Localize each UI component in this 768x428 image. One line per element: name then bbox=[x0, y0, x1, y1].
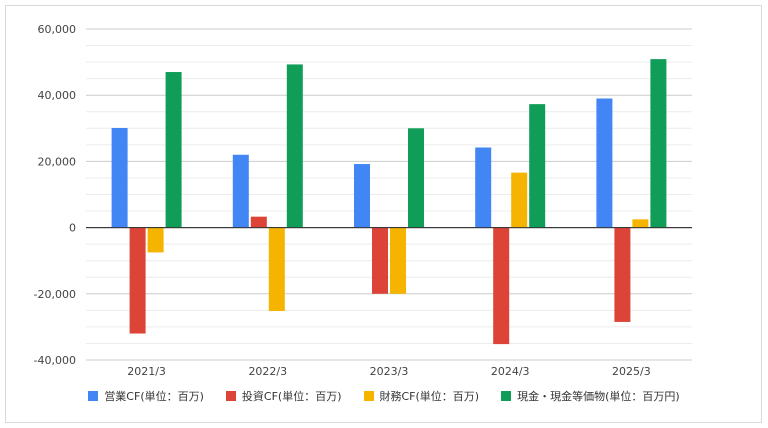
y-tick-label: -40,000 bbox=[34, 354, 76, 367]
legend-item-cash: 現金・現金等価物(単位：百万円) bbox=[501, 388, 680, 404]
x-tick-label: 2025/3 bbox=[612, 365, 651, 378]
bar-2021-3-series-1 bbox=[129, 227, 146, 334]
y-tick-label: 60,000 bbox=[38, 23, 77, 36]
legend-label-financing: 財務CF(単位：百万) bbox=[379, 390, 480, 403]
legend-swatch-operating bbox=[88, 391, 99, 401]
bar-2022-3-series-0 bbox=[232, 154, 249, 228]
bar-2025-3-series-3 bbox=[650, 59, 667, 228]
y-axis-ticks: 60,000 40,000 20,000 0 -20,000 -40,000 bbox=[34, 23, 76, 367]
bar-2024-3-series-0 bbox=[475, 147, 492, 228]
bar-2021-3-series-3 bbox=[165, 72, 182, 228]
legend-swatch-cash bbox=[501, 391, 512, 401]
bar-2023-3-series-0 bbox=[354, 164, 370, 228]
legend-item-operating: 営業CF(単位：百万) bbox=[88, 388, 204, 404]
y-tick-label: -20,000 bbox=[34, 288, 76, 301]
bar-2023-3-series-3 bbox=[408, 128, 424, 228]
legend-label-cash: 現金・現金等価物(単位：百万円) bbox=[517, 390, 680, 403]
y-tick-label: 40,000 bbox=[38, 89, 77, 102]
bar-2024-3-series-3 bbox=[529, 104, 546, 228]
x-tick-label: 2023/3 bbox=[370, 365, 409, 378]
bars bbox=[86, 59, 692, 345]
bar-2022-3-series-1 bbox=[250, 216, 267, 228]
bar-2025-3-series-0 bbox=[596, 98, 613, 228]
bar-2025-3-series-2 bbox=[632, 219, 649, 228]
x-tick-label: 2021/3 bbox=[127, 365, 166, 378]
legend-swatch-financing bbox=[363, 391, 374, 401]
legend-item-financing: 財務CF(単位：百万) bbox=[363, 388, 480, 404]
x-tick-label: 2024/3 bbox=[491, 365, 530, 378]
bar-2023-3-series-1 bbox=[372, 227, 388, 294]
legend-label-investing: 投資CF(単位：百万) bbox=[241, 390, 342, 403]
legend: 営業CF(単位：百万) 投資CF(単位：百万) 財務CF(単位：百万) 現金・現… bbox=[0, 388, 768, 404]
legend-item-investing: 投資CF(単位：百万) bbox=[225, 388, 342, 404]
x-tick-label: 2022/3 bbox=[248, 365, 287, 378]
legend-label-operating: 営業CF(単位：百万) bbox=[104, 390, 204, 403]
bar-2024-3-series-2 bbox=[511, 172, 528, 228]
bar-2023-3-series-2 bbox=[390, 227, 406, 294]
chart-frame bbox=[5, 5, 762, 423]
bar-2022-3-series-2 bbox=[268, 227, 285, 312]
x-axis-ticks: 2021/3 2022/3 2023/3 2024/3 2025/3 bbox=[127, 365, 651, 378]
bar-2021-3-series-2 bbox=[147, 227, 164, 253]
bar-2021-3-series-0 bbox=[111, 127, 128, 228]
y-tick-label: 20,000 bbox=[38, 155, 77, 168]
legend-swatch-investing bbox=[225, 391, 236, 401]
bar-2022-3-series-3 bbox=[286, 64, 303, 228]
bar-2025-3-series-1 bbox=[614, 227, 631, 322]
y-tick-label: 0 bbox=[69, 222, 76, 235]
bar-2024-3-series-1 bbox=[493, 227, 510, 345]
